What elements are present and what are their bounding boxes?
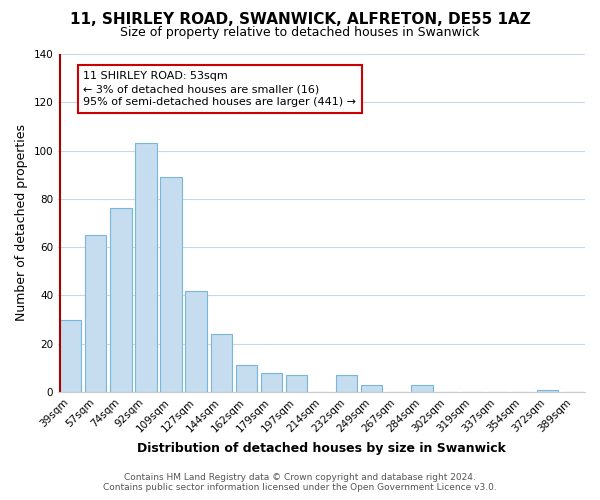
- Bar: [236, 366, 257, 392]
- Text: 11 SHIRLEY ROAD: 53sqm
← 3% of detached houses are smaller (16)
95% of semi-deta: 11 SHIRLEY ROAD: 53sqm ← 3% of detached …: [83, 71, 356, 108]
- Bar: [261, 372, 282, 392]
- Bar: [537, 390, 558, 392]
- Text: Contains HM Land Registry data © Crown copyright and database right 2024.
Contai: Contains HM Land Registry data © Crown c…: [103, 473, 497, 492]
- Text: Size of property relative to detached houses in Swanwick: Size of property relative to detached ho…: [120, 26, 480, 39]
- X-axis label: Distribution of detached houses by size in Swanwick: Distribution of detached houses by size …: [137, 442, 506, 455]
- Bar: [411, 384, 433, 392]
- Y-axis label: Number of detached properties: Number of detached properties: [15, 124, 28, 322]
- Bar: [85, 235, 106, 392]
- Bar: [60, 320, 82, 392]
- Bar: [361, 384, 382, 392]
- Bar: [211, 334, 232, 392]
- Bar: [185, 290, 207, 392]
- Bar: [286, 375, 307, 392]
- Bar: [110, 208, 131, 392]
- Bar: [160, 177, 182, 392]
- Bar: [136, 144, 157, 392]
- Bar: [336, 375, 358, 392]
- Text: 11, SHIRLEY ROAD, SWANWICK, ALFRETON, DE55 1AZ: 11, SHIRLEY ROAD, SWANWICK, ALFRETON, DE…: [70, 12, 530, 28]
